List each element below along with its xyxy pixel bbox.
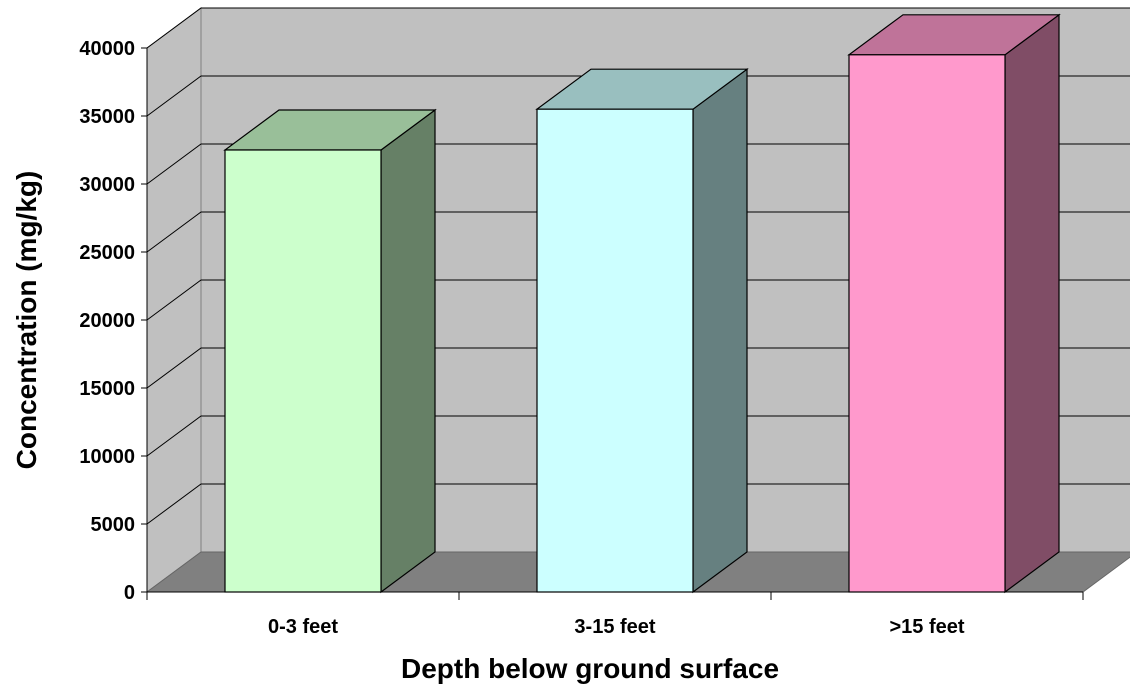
y-tick-label-4: 20000 <box>79 310 135 332</box>
y-tick-label-5: 25000 <box>79 242 135 264</box>
x-category-label-2: >15 feet <box>889 616 964 638</box>
gridline-8 <box>146 7 1130 49</box>
y-tick-label-0: 0 <box>124 582 135 604</box>
gridline-4 <box>146 279 1130 321</box>
x-category-label-0: 0-3 feet <box>268 616 338 638</box>
bar-front-2 <box>848 54 1006 593</box>
bar-1 <box>535 68 749 594</box>
bar-front-1 <box>536 108 694 593</box>
y-tick-labels: 0 5000 10000 15000 20000 25000 30000 35000 40000 <box>79 38 135 604</box>
gridline-2 <box>146 415 1130 457</box>
x-category-labels: 0-3 feet 3-15 feet >15 feet <box>268 616 965 638</box>
bar-0 <box>223 108 437 594</box>
bar-side-1 <box>692 68 748 594</box>
y-tick-label-8: 40000 <box>79 38 135 60</box>
x-category-label-1: 3-15 feet <box>574 616 655 638</box>
y-tick-label-3: 15000 <box>79 378 135 400</box>
x-axis-title: Depth below ground surface <box>401 653 779 684</box>
bars <box>223 13 1061 594</box>
gridline-5 <box>146 211 1130 253</box>
y-tick-label-2: 10000 <box>79 446 135 468</box>
gridlines <box>146 7 1130 525</box>
bar-side-0 <box>380 108 436 594</box>
y-tick-label-1: 5000 <box>91 514 136 536</box>
bar-front-0 <box>224 149 382 593</box>
gridline-3 <box>146 347 1130 389</box>
gridline-1 <box>146 483 1130 525</box>
y-tick-label-7: 35000 <box>79 106 135 128</box>
bar-side-2 <box>1004 13 1060 594</box>
y-axis-title: Concentration (mg/kg) <box>11 171 42 470</box>
bar-2 <box>847 13 1061 594</box>
gridline-6 <box>146 143 1130 185</box>
gridline-7 <box>146 75 1130 117</box>
y-tick-label-6: 30000 <box>79 174 135 196</box>
